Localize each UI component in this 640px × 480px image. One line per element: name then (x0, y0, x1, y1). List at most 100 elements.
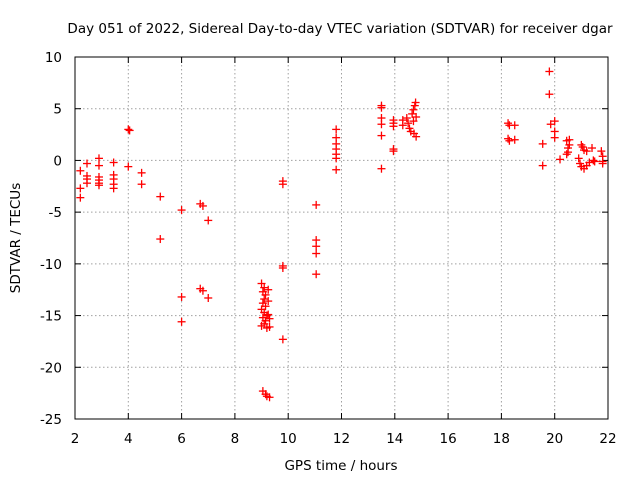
y-tick-label: -25 (40, 412, 62, 428)
data-point (124, 162, 133, 171)
data-point (510, 121, 519, 130)
x-tick-label: 16 (440, 431, 457, 447)
data-point (412, 112, 421, 121)
data-point (377, 103, 386, 112)
data-point (264, 310, 273, 319)
data-point (177, 206, 186, 215)
data-point (125, 126, 134, 135)
data-point (556, 155, 565, 164)
y-tick-labels: -25 -20 -15 -10 -5 0 5 10 (40, 50, 62, 428)
data-point (204, 293, 213, 302)
data-point (198, 201, 207, 210)
data-point (137, 168, 146, 177)
y-axis-label: SDTVAR / TECUs (8, 183, 24, 293)
data-point (94, 161, 103, 170)
data-point (260, 295, 269, 304)
axis-ticks (74, 56, 609, 420)
data-point (589, 156, 598, 165)
data-point (156, 192, 165, 201)
data-point (156, 235, 165, 244)
y-tick-label: 0 (53, 153, 62, 169)
data-point (76, 193, 85, 202)
data-point (278, 180, 287, 189)
y-tick-label: -10 (40, 257, 62, 273)
data-point (377, 164, 386, 173)
x-tick-label: 6 (177, 431, 186, 447)
x-tick-label: 18 (493, 431, 510, 447)
data-point (377, 131, 386, 140)
data-point (257, 279, 266, 288)
data-point (409, 117, 418, 126)
data-point (265, 322, 274, 331)
data-point (204, 216, 213, 225)
data-point (597, 147, 606, 156)
data-point (257, 321, 266, 330)
data-point (82, 179, 91, 188)
data-point (198, 286, 207, 295)
data-point (332, 125, 341, 134)
data-point (574, 154, 583, 163)
data-point (409, 105, 418, 114)
y-tick-label: -5 (49, 205, 62, 221)
data-point (312, 249, 321, 258)
data-point (377, 120, 386, 129)
x-tick-label: 10 (280, 431, 297, 447)
data-point (550, 117, 559, 126)
data-point (312, 270, 321, 279)
data-point (398, 121, 407, 130)
data-point (261, 290, 270, 299)
data-point (264, 285, 273, 294)
data-point (510, 135, 519, 144)
data-point (582, 147, 591, 156)
data-point (312, 200, 321, 209)
data-point (332, 154, 341, 163)
data-point (402, 114, 411, 123)
data-point (124, 125, 133, 134)
x-tick-label: 22 (599, 431, 616, 447)
data-point (389, 147, 398, 156)
x-axis-label: GPS time / hours (284, 458, 397, 474)
data-point (411, 98, 420, 107)
y-tick-label: -15 (40, 309, 62, 325)
data-point (76, 184, 85, 193)
data-point (404, 119, 413, 128)
data-points (76, 67, 607, 402)
data-point (265, 393, 274, 402)
data-point (565, 140, 574, 149)
data-point (412, 132, 421, 141)
x-tick-label: 14 (386, 431, 403, 447)
data-point (562, 150, 571, 159)
data-point (598, 159, 607, 168)
data-point (505, 136, 514, 145)
data-point (590, 157, 599, 166)
x-tick-label: 20 (546, 431, 563, 447)
data-point (264, 297, 273, 306)
data-point (109, 184, 118, 193)
data-point (545, 67, 554, 76)
data-point (278, 335, 287, 344)
data-point (538, 161, 547, 170)
data-point (504, 119, 513, 128)
y-tick-label: -20 (40, 360, 62, 376)
chart-title: Day 051 of 2022, Sidereal Day-to-day VTE… (67, 21, 613, 37)
data-point (265, 314, 274, 323)
data-point (94, 154, 103, 163)
y-tick-label: 5 (53, 102, 62, 118)
data-point (564, 148, 573, 157)
x-tick-label: 2 (71, 431, 80, 447)
data-point (76, 166, 85, 175)
data-point (109, 158, 118, 167)
data-point (504, 134, 513, 143)
y-tick-label: 10 (45, 50, 62, 66)
data-point (538, 139, 547, 148)
data-point (545, 90, 554, 99)
data-point (389, 122, 398, 131)
data-point (177, 317, 186, 326)
data-point (177, 292, 186, 301)
x-tick-label: 4 (124, 431, 133, 447)
data-point (550, 133, 559, 142)
data-point (137, 180, 146, 189)
x-tick-labels: 2 4 6 8 10 12 14 16 18 20 22 (71, 431, 617, 447)
data-point (94, 181, 103, 190)
